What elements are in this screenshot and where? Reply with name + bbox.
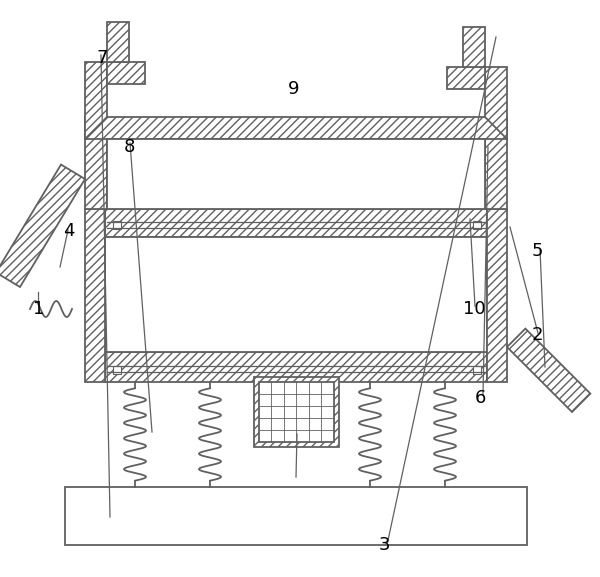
Text: 7: 7 <box>96 48 108 67</box>
Text: 2: 2 <box>531 325 543 344</box>
Polygon shape <box>463 27 485 67</box>
Bar <box>105 209 487 237</box>
Text: 9: 9 <box>288 80 300 99</box>
Bar <box>107 139 485 209</box>
Polygon shape <box>507 329 590 412</box>
Bar <box>85 117 107 209</box>
Bar <box>105 352 487 382</box>
Bar <box>113 221 121 229</box>
Text: 1: 1 <box>34 299 44 318</box>
Text: 4: 4 <box>63 222 75 240</box>
Bar <box>259 382 334 442</box>
Text: 3: 3 <box>378 536 390 554</box>
Bar <box>85 117 507 139</box>
Polygon shape <box>85 62 107 139</box>
Polygon shape <box>485 67 507 139</box>
Bar <box>85 209 105 382</box>
Text: 5: 5 <box>531 242 543 260</box>
Bar <box>485 117 507 209</box>
Text: 8: 8 <box>124 138 134 156</box>
Polygon shape <box>107 62 145 84</box>
Bar <box>254 377 338 447</box>
Bar <box>473 221 481 229</box>
Bar <box>487 209 507 382</box>
Bar <box>473 366 481 374</box>
Polygon shape <box>107 22 129 62</box>
Bar <box>105 237 487 352</box>
Text: 10: 10 <box>463 299 485 318</box>
Polygon shape <box>0 164 85 287</box>
Bar <box>113 366 121 374</box>
Bar <box>65 487 527 545</box>
Text: 6: 6 <box>475 389 485 407</box>
Polygon shape <box>447 67 485 89</box>
